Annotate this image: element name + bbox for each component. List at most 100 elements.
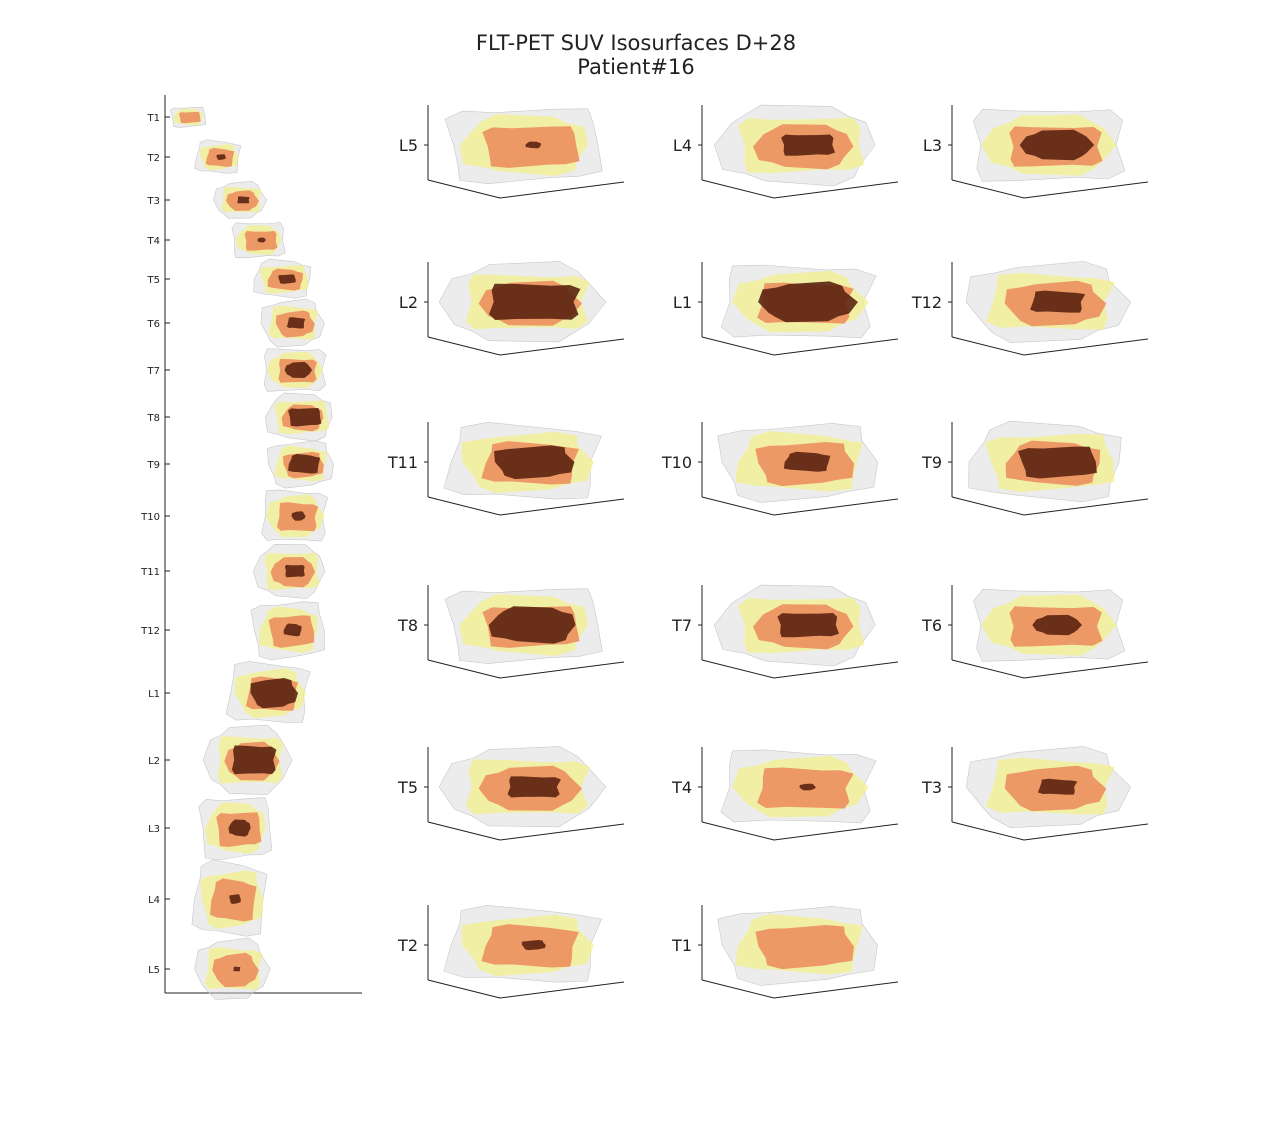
panel-T8-x-axis	[427, 659, 501, 679]
overview-T5-core-surface	[278, 274, 296, 284]
overview-L1-core-surface	[250, 678, 298, 709]
overview-ytick-label-T9: T9	[147, 460, 160, 471]
overview-ytick-label-L5: L5	[148, 965, 160, 976]
overview-vertebra-T5	[253, 258, 312, 299]
panel-T6-x-axis	[951, 659, 1025, 679]
panel-T8: T8	[397, 585, 625, 679]
panel-L4-x-axis	[701, 179, 775, 199]
panel-T10: T10	[661, 422, 899, 516]
overview-L3-core-surface	[228, 819, 251, 837]
overview-ytick-label-T10: T10	[140, 512, 160, 523]
panel-T1: T1	[671, 905, 899, 999]
panel-T4: T4	[671, 747, 899, 841]
panel-L3: L3	[923, 105, 1149, 199]
panel-T11: T11	[387, 421, 625, 516]
panel-T7-x-axis	[701, 659, 775, 679]
panel-label-L4: L4	[673, 136, 692, 155]
panel-T3-x-axis	[951, 821, 1025, 841]
panel-L2-x-axis	[427, 336, 501, 356]
panel-T1-inner-surface	[755, 925, 854, 970]
overview-ytick-label-L3: L3	[148, 824, 160, 835]
panel-T3-y-axis	[1023, 823, 1149, 841]
panel-T3-core-surface	[1037, 778, 1078, 795]
overview-vertebra-T6	[260, 298, 325, 348]
overview-T9-core-surface	[288, 453, 321, 474]
panel-T2-core-surface	[521, 940, 546, 951]
overview-vertebra-T9	[267, 440, 335, 489]
overview-ytick-label-T12: T12	[140, 626, 160, 637]
panel-T4-core-surface	[799, 783, 816, 791]
overview-ytick-label-T11: T11	[140, 567, 160, 578]
panel-T5: T5	[397, 746, 625, 841]
overview-L5-core-surface	[233, 966, 241, 972]
overview-vertebra-L2	[202, 724, 293, 795]
panel-T12-y-axis	[1023, 338, 1149, 356]
panel-T2: T2	[397, 904, 625, 999]
overview-T1-inner-surface	[178, 111, 201, 124]
overview-vertebra-L3	[198, 797, 273, 861]
overview-vertebra-L5	[194, 937, 271, 1000]
overview-ytick-label-L1: L1	[148, 689, 160, 700]
panel-T8-core-surface	[488, 606, 576, 644]
panel-L5-core-surface	[525, 141, 542, 149]
panel-T9-y-axis	[1023, 498, 1149, 516]
panel-T3: T3	[921, 746, 1149, 841]
panel-L5: L5	[399, 105, 625, 199]
panel-T2-y-axis	[499, 981, 625, 999]
panel-label-T1: T1	[671, 936, 692, 955]
panel-T1-y-axis	[773, 981, 899, 999]
panel-label-T8: T8	[397, 616, 418, 635]
overview-ytick-label-T3: T3	[147, 196, 160, 207]
panel-T11-y-axis	[499, 498, 625, 516]
panel-L3-x-axis	[951, 179, 1025, 199]
figure-title: FLT-PET SUV Isosurfaces D+28	[476, 31, 796, 55]
panel-L5-y-axis	[499, 181, 625, 199]
overview-ytick-label-L4: L4	[148, 895, 160, 906]
overview-vertebra-T4	[231, 222, 286, 259]
panel-T9-x-axis	[951, 496, 1025, 516]
panel-label-T5: T5	[397, 778, 418, 797]
panel-label-T4: T4	[671, 778, 692, 797]
panel-L3-y-axis	[1023, 181, 1149, 199]
overview-vertebra-T2	[194, 139, 242, 174]
figure-subtitle: Patient#16	[577, 55, 694, 79]
panel-T6: T6	[921, 585, 1149, 679]
panel-T12-x-axis	[951, 336, 1025, 356]
panel-T10-y-axis	[773, 498, 899, 516]
panel-T5-core-surface	[507, 776, 561, 798]
panel-L2: L2	[399, 261, 625, 356]
panel-T7-y-axis	[773, 661, 899, 679]
panel-T9: T9	[921, 420, 1149, 516]
panel-T11-x-axis	[427, 496, 501, 516]
overview-vertebra-T11	[252, 543, 326, 599]
panel-label-T2: T2	[397, 936, 418, 955]
panel-T10-x-axis	[701, 496, 775, 516]
overview-ytick-label-T4: T4	[147, 236, 160, 247]
panel-L3-core-surface	[1019, 129, 1095, 161]
panel-T6-y-axis	[1023, 661, 1149, 679]
panel-T12-core-surface	[1030, 290, 1086, 313]
panel-label-T10: T10	[661, 453, 692, 472]
panel-T5-y-axis	[499, 823, 625, 841]
overview-T11-core-surface	[284, 564, 305, 578]
overview-ytick-label-T1: T1	[147, 113, 160, 124]
panel-L2-core-surface	[489, 283, 581, 320]
overview-T7-core-surface	[284, 361, 313, 378]
panel-T8-y-axis	[499, 661, 625, 679]
panel-L1-y-axis	[773, 338, 899, 356]
panel-T9-core-surface	[1018, 446, 1097, 479]
overview-ytick-label-T6: T6	[147, 319, 160, 330]
overview-ytick-label-T2: T2	[147, 153, 160, 164]
overview-T2-core-surface	[216, 154, 226, 160]
overview-vertebra-T10	[261, 489, 329, 542]
overview-vertebra-L1	[225, 661, 311, 723]
panel-L1-x-axis	[701, 336, 775, 356]
panel-L4: L4	[673, 104, 899, 199]
panel-T5-x-axis	[427, 821, 501, 841]
panel-L4-y-axis	[773, 181, 899, 199]
panel-T2-x-axis	[427, 979, 501, 999]
overview-vertebra-L4	[191, 859, 268, 937]
panel-T11-core-surface	[494, 445, 575, 480]
panel-T1-x-axis	[701, 979, 775, 999]
